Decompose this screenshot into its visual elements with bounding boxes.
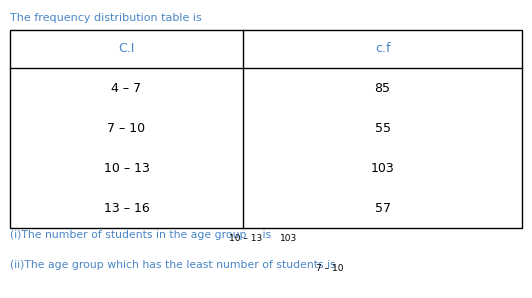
Text: (i)The number of students in the age group: (i)The number of students in the age gro… — [10, 230, 250, 240]
Text: 103: 103 — [280, 234, 297, 243]
Text: 57: 57 — [375, 201, 390, 215]
Text: 55: 55 — [375, 122, 390, 134]
Text: 13 – 16: 13 – 16 — [104, 201, 149, 215]
Text: c.f: c.f — [375, 43, 390, 55]
Text: is: is — [260, 230, 275, 240]
Text: 10 – 13: 10 – 13 — [104, 162, 149, 175]
Text: The frequency distribution table is: The frequency distribution table is — [10, 13, 202, 23]
Text: 7 – 10: 7 – 10 — [107, 122, 146, 134]
Text: 103: 103 — [371, 162, 394, 175]
Text: 7 – 10: 7 – 10 — [316, 264, 344, 273]
Text: (ii)The age group which has the least number of students is: (ii)The age group which has the least nu… — [10, 260, 339, 270]
Text: 4 – 7: 4 – 7 — [111, 81, 142, 94]
Bar — [10, 30, 522, 228]
Text: 85: 85 — [375, 81, 390, 94]
Text: C.I: C.I — [118, 43, 135, 55]
Text: 10 – 13: 10 – 13 — [229, 234, 263, 243]
